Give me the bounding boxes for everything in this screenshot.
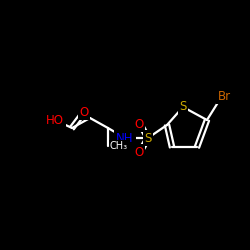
Text: O: O (80, 106, 88, 118)
Text: S: S (144, 132, 152, 144)
Text: O: O (134, 118, 143, 130)
Text: CH₃: CH₃ (110, 141, 128, 151)
Text: HO: HO (46, 114, 64, 126)
Text: O: O (134, 146, 143, 158)
Text: Br: Br (218, 90, 230, 102)
Text: S: S (179, 100, 187, 114)
Text: NH: NH (116, 132, 134, 144)
